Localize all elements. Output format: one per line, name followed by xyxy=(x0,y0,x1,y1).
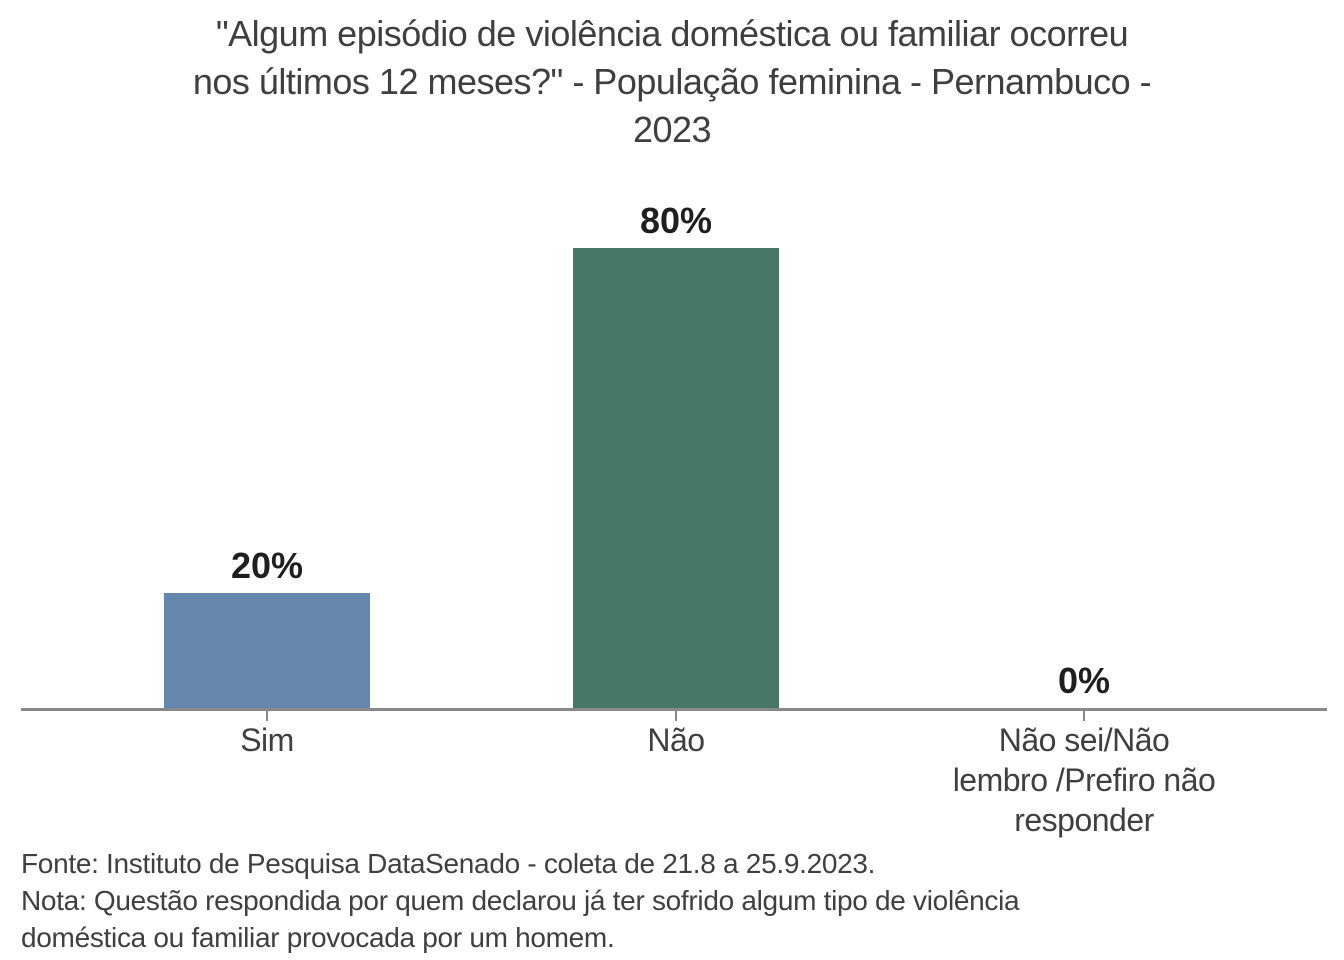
bar-value-label: 80% xyxy=(639,200,713,241)
x-axis-tick xyxy=(266,708,268,721)
x-axis-category-label: Sim xyxy=(240,722,294,758)
note-text: Nota: Questão respondida por quem declar… xyxy=(21,885,1020,953)
bar xyxy=(164,593,370,708)
source-text: Fonte: Instituto de Pesquisa DataSenado … xyxy=(21,848,876,879)
footnote: Fonte: Instituto de Pesquisa DataSenado … xyxy=(21,845,1141,956)
x-axis-category-label: Não sei/Não lembro /Prefiro não responde… xyxy=(952,722,1216,838)
x-axis-line xyxy=(21,708,1327,711)
bar xyxy=(573,248,779,708)
bar-value-label: 20% xyxy=(230,545,304,586)
x-axis-tick xyxy=(1083,708,1085,721)
x-axis-tick xyxy=(675,708,677,721)
x-axis-category-label: Não xyxy=(647,722,705,758)
chart-title: "Algum episódio de violência doméstica o… xyxy=(192,13,1152,150)
bar-value-label: 0% xyxy=(1057,660,1111,701)
